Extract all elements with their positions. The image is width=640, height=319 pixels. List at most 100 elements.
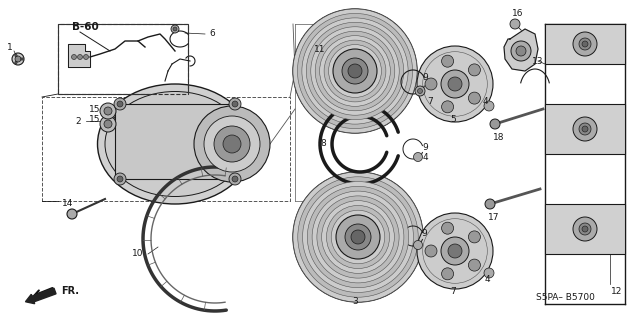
Circle shape: [342, 58, 368, 84]
Circle shape: [579, 223, 591, 235]
Text: 11: 11: [314, 44, 326, 54]
Text: 8: 8: [320, 139, 326, 149]
Circle shape: [316, 31, 395, 111]
Text: 14: 14: [62, 199, 74, 209]
Ellipse shape: [97, 84, 253, 204]
Circle shape: [293, 172, 423, 302]
Text: 10: 10: [132, 249, 144, 258]
Circle shape: [324, 40, 386, 102]
Circle shape: [351, 230, 365, 244]
Bar: [42, 97, 290, 201]
Circle shape: [468, 259, 481, 271]
Circle shape: [293, 172, 423, 302]
Circle shape: [312, 191, 404, 283]
Circle shape: [425, 245, 437, 257]
Text: 12: 12: [611, 286, 623, 295]
Circle shape: [77, 55, 83, 60]
Circle shape: [413, 241, 422, 249]
Circle shape: [468, 231, 481, 243]
Circle shape: [573, 217, 597, 241]
Circle shape: [104, 107, 112, 115]
Text: 9: 9: [422, 72, 428, 81]
Circle shape: [173, 27, 177, 31]
Circle shape: [510, 19, 520, 29]
Circle shape: [204, 116, 260, 172]
Circle shape: [332, 210, 385, 264]
Circle shape: [579, 123, 591, 135]
Circle shape: [326, 205, 390, 269]
Text: 3: 3: [352, 296, 358, 306]
Circle shape: [413, 152, 422, 161]
Circle shape: [298, 177, 418, 297]
Circle shape: [229, 98, 241, 110]
Circle shape: [72, 55, 77, 60]
Circle shape: [298, 13, 413, 129]
Circle shape: [319, 36, 390, 106]
Circle shape: [441, 237, 469, 265]
Circle shape: [348, 64, 362, 78]
Circle shape: [579, 38, 591, 50]
Circle shape: [448, 244, 462, 258]
Circle shape: [516, 46, 526, 56]
Circle shape: [441, 70, 469, 98]
Text: FR.: FR.: [61, 286, 79, 296]
Text: 4: 4: [484, 275, 490, 284]
Text: 16: 16: [512, 10, 524, 19]
Text: 13: 13: [532, 56, 544, 65]
Circle shape: [442, 222, 454, 234]
Text: 2: 2: [75, 116, 81, 125]
Circle shape: [117, 101, 123, 107]
Circle shape: [573, 32, 597, 56]
Circle shape: [490, 119, 500, 129]
Bar: [58, 24, 188, 94]
Circle shape: [302, 18, 408, 124]
Bar: [545, 24, 625, 64]
Circle shape: [485, 199, 495, 209]
Circle shape: [511, 41, 531, 61]
Circle shape: [442, 268, 454, 280]
Circle shape: [214, 126, 250, 162]
Text: 1: 1: [7, 42, 13, 51]
Circle shape: [333, 49, 377, 93]
Text: 4: 4: [422, 152, 428, 161]
Circle shape: [317, 196, 399, 278]
Circle shape: [100, 116, 116, 132]
Circle shape: [417, 46, 493, 122]
Bar: [115, 104, 235, 179]
Polygon shape: [68, 44, 90, 67]
Text: 17: 17: [488, 212, 500, 221]
Text: B-60: B-60: [72, 22, 99, 32]
Circle shape: [582, 126, 588, 132]
Circle shape: [293, 9, 417, 133]
Text: S5PA– B5700: S5PA– B5700: [536, 293, 595, 301]
FancyArrow shape: [26, 288, 56, 304]
Ellipse shape: [105, 92, 245, 197]
Bar: [545, 204, 625, 254]
Text: 6: 6: [209, 29, 215, 39]
Circle shape: [232, 101, 238, 107]
Circle shape: [114, 98, 126, 110]
Circle shape: [448, 77, 462, 91]
Text: 7: 7: [450, 286, 456, 295]
Circle shape: [328, 45, 381, 97]
Circle shape: [83, 55, 88, 60]
Text: 9: 9: [422, 143, 428, 152]
Circle shape: [417, 213, 493, 289]
Text: 15: 15: [89, 115, 100, 123]
Circle shape: [345, 224, 371, 250]
Circle shape: [67, 209, 77, 219]
Circle shape: [223, 135, 241, 153]
Circle shape: [442, 101, 454, 113]
Text: 15: 15: [89, 105, 100, 114]
Circle shape: [232, 176, 238, 182]
Circle shape: [484, 268, 494, 278]
Text: 7: 7: [427, 97, 433, 106]
Circle shape: [582, 226, 588, 232]
Circle shape: [194, 106, 270, 182]
Circle shape: [100, 103, 116, 119]
Circle shape: [442, 55, 454, 67]
Circle shape: [229, 173, 241, 185]
Circle shape: [415, 86, 425, 96]
Circle shape: [582, 41, 588, 47]
Circle shape: [468, 92, 481, 104]
